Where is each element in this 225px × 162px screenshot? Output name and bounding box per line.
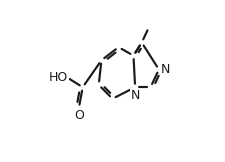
Text: N: N [160,63,169,76]
Text: O: O [74,109,83,122]
Text: HO: HO [49,71,68,84]
Text: N: N [130,89,139,102]
